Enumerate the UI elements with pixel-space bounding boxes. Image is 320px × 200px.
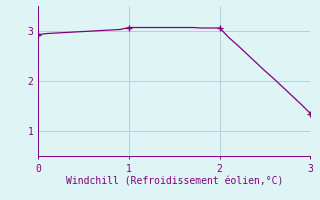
X-axis label: Windchill (Refroidissement éolien,°C): Windchill (Refroidissement éolien,°C) [66,176,283,186]
